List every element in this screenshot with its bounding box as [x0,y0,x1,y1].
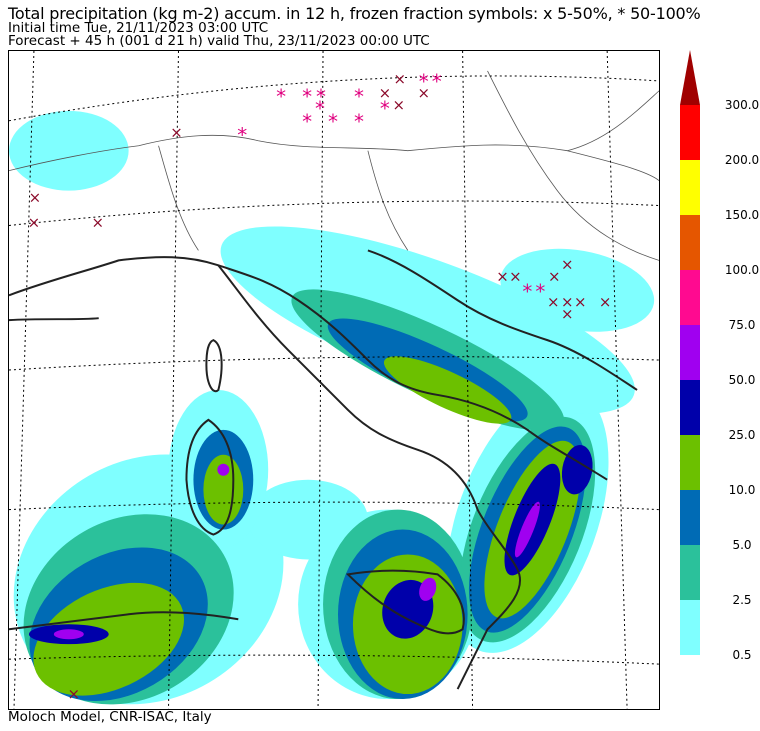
frozen-x-symbol: × [28,213,41,231]
colorbar-band [680,600,700,655]
precip-area [33,582,184,696]
frozen-star-symbol: * [419,70,429,93]
model-credit: Moloch Model, CNR-ISAC, Italy [8,709,212,725]
frozen-star-symbol: * [535,280,545,303]
precip-area [500,248,655,332]
precip-area [53,629,84,640]
frozen-x-symbol: × [561,305,574,323]
forecast-validity: Forecast + 45 h (001 d 21 h) valid Thu, … [8,33,430,49]
colorbar [680,50,700,656]
country-borders [9,70,659,261]
colorbar-band [680,435,700,490]
frozen-x-symbol: × [548,267,561,285]
colorbar-band [680,490,700,545]
frozen-fraction-symbols: ××××××× ×× × ××× × × ×××* * * ** ** ** * *** * [28,70,612,703]
frozen-star-symbol: * [354,85,364,108]
frozen-star-symbol: * [302,110,312,133]
colorbar-band [680,325,700,380]
frozen-star-symbol: * [276,85,286,108]
frozen-x-symbol: × [394,70,407,88]
colorbar-band [680,215,700,270]
colorbar-label: 75.0 [728,318,756,332]
precip-area [220,226,635,414]
map-canvas: ××××××× ×× × ××× × × ×××* * * ** ** ** * *** * [9,51,659,709]
colorbar-band [680,380,700,435]
colorbar-label: 0.5 [732,648,752,662]
colorbar-band [680,105,700,160]
frozen-x-symbol: × [379,84,392,102]
frozen-star-symbol: * [316,85,326,108]
frozen-x-symbol: × [170,124,183,142]
precipitation-field [9,110,655,705]
precip-area [419,577,437,601]
colorbar-label: 100.0 [724,263,760,277]
colorbar-label: 300.0 [724,98,760,112]
colorbar-band [680,160,700,215]
lat-lon-grid [9,51,659,709]
frozen-star-symbol: * [522,280,532,303]
colorbar-label: 2.5 [732,593,752,607]
coastlines [9,249,638,690]
colorbar-label: 10.0 [728,483,756,497]
frozen-x-symbol: × [547,293,560,311]
colorbar-band [680,545,700,600]
precipitation-map: × × × × × × × × × × × × × × × × × × * * * * * * * * * * * * * * [8,50,660,710]
colorbar-label: 25.0 [728,428,756,442]
colorbar-band [680,270,700,325]
initial-time: Initial time Tue, 21/11/2023 03:00 UTC [8,20,269,36]
frozen-star-symbol: * [315,97,325,120]
frozen-x-symbol: × [393,96,406,114]
frozen-x-symbol: × [29,189,42,207]
map-title: Total precipitation (kg m-2) accum. in 1… [8,4,701,23]
frozen-x-symbol: × [599,293,612,311]
precip-area [217,463,230,476]
frozen-star-symbol: * [380,97,390,120]
frozen-x-symbol: × [561,255,574,273]
colorbar-label: 150.0 [724,208,760,222]
colorbar-label: 50.0 [728,373,756,387]
frozen-star-symbol: * [328,110,338,133]
frozen-x-symbol: × [509,267,522,285]
frozen-star-symbol: * [237,124,247,147]
frozen-x-symbol: × [496,267,509,285]
frozen-star-symbol: * [302,85,312,108]
precip-area [9,110,129,191]
frozen-star-symbol: * [354,110,364,133]
frozen-x-symbol: × [574,293,587,311]
colorbar-label: 5.0 [732,538,752,552]
frozen-x-symbol: × [91,213,104,231]
colorbar-extend-arrow [680,50,700,105]
frozen-x-symbol: × [68,685,81,703]
precip-area [514,501,540,558]
frozen-x-symbol: × [561,293,574,311]
frozen-x-symbol: × [417,84,430,102]
frozen-star-symbol: * [432,70,442,93]
colorbar-label: 200.0 [724,153,760,167]
precip-area [248,479,368,560]
